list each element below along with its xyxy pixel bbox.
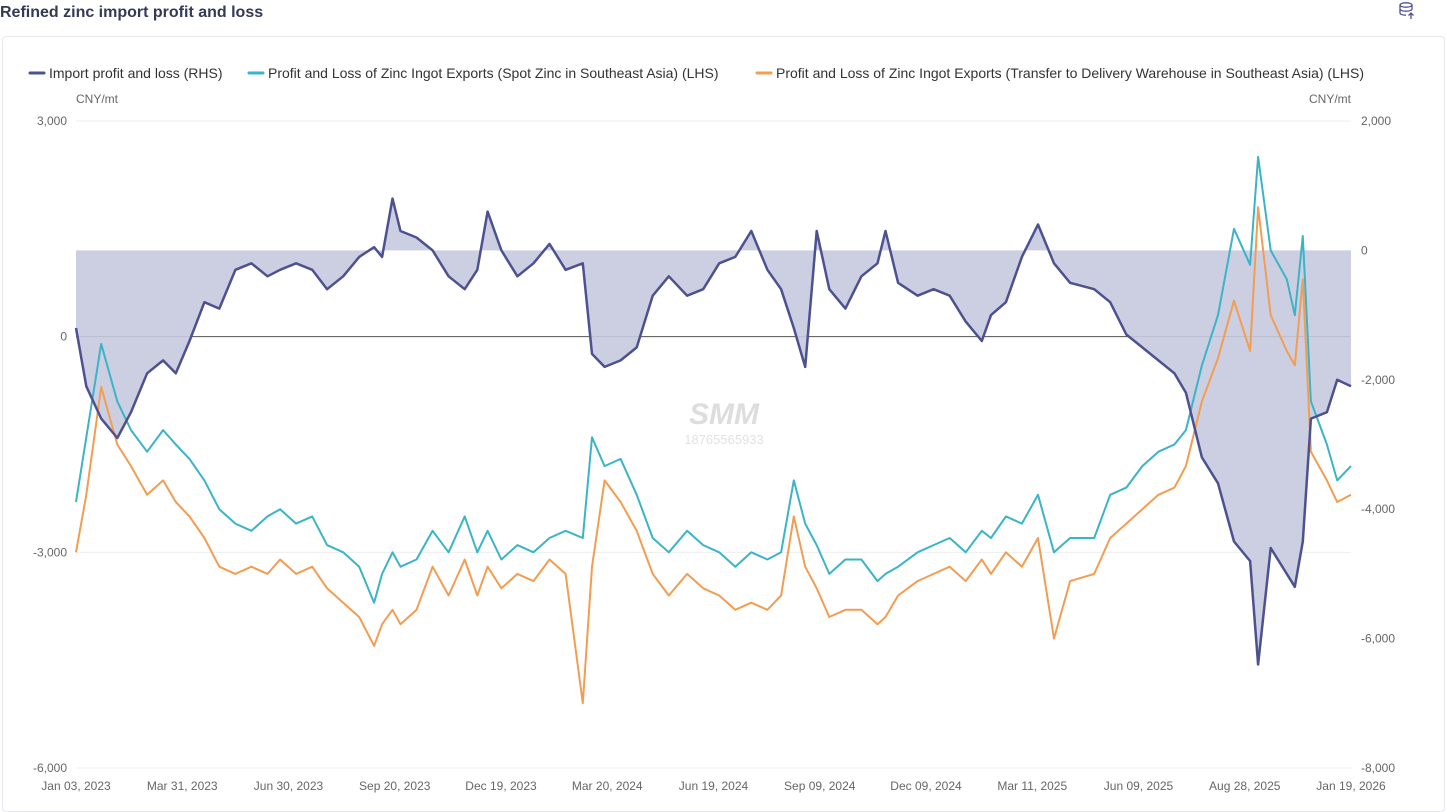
- x-tick-label: Jun 30, 2023: [254, 779, 324, 793]
- import-series-line: [74, 197, 1352, 666]
- y-left-tick-label: 0: [60, 330, 67, 344]
- y-left-unit: CNY/mt: [76, 92, 119, 106]
- spot-series-line: [75, 155, 1352, 604]
- y-left-tick-label: 3,000: [37, 114, 67, 128]
- watermark-logo: SMM: [689, 398, 760, 431]
- x-tick-label: Dec 09, 2024: [890, 779, 962, 793]
- y-right-tick-label: -2,000: [1361, 373, 1395, 387]
- y-right-tick-label: -4,000: [1361, 502, 1395, 516]
- x-tick-label: Mar 31, 2023: [147, 779, 218, 793]
- x-tick-label: Mar 11, 2025: [997, 779, 1067, 793]
- x-tick-label: Sep 20, 2023: [359, 779, 431, 793]
- y-right-tick-label: -8,000: [1361, 761, 1395, 775]
- y-left-tick-label: -6,000: [33, 761, 67, 775]
- x-tick-label: Jun 09, 2025: [1104, 779, 1174, 793]
- y-left-tick-label: -3,000: [33, 545, 67, 559]
- y-right-unit: CNY/mt: [1309, 92, 1352, 106]
- database-export-icon[interactable]: [1397, 1, 1417, 21]
- x-tick-label: Sep 09, 2024: [784, 779, 856, 793]
- watermark-text: 18765565933: [684, 432, 764, 447]
- legend-item[interactable]: Profit and Loss of Zinc Ingot Exports (S…: [268, 65, 719, 81]
- x-tick-label: Aug 28, 2025: [1209, 779, 1281, 793]
- x-tick-label: Jun 19, 2024: [679, 779, 749, 793]
- x-tick-label: Mar 20, 2024: [572, 779, 643, 793]
- x-tick-label: Jan 19, 2026: [1316, 779, 1386, 793]
- transfer-series-line: [75, 206, 1352, 705]
- y-right-tick-label: -6,000: [1361, 632, 1395, 646]
- x-tick-label: Dec 19, 2023: [465, 779, 537, 793]
- y-right-tick-label: 2,000: [1361, 114, 1391, 128]
- page-title: Refined zinc import profit and loss: [0, 4, 264, 21]
- legend-item[interactable]: Import profit and loss (RHS): [49, 65, 223, 81]
- y-right-tick-label: 0: [1361, 243, 1368, 257]
- x-tick-label: Jan 03, 2023: [41, 779, 111, 793]
- legend-item[interactable]: Profit and Loss of Zinc Ingot Exports (T…: [776, 65, 1364, 81]
